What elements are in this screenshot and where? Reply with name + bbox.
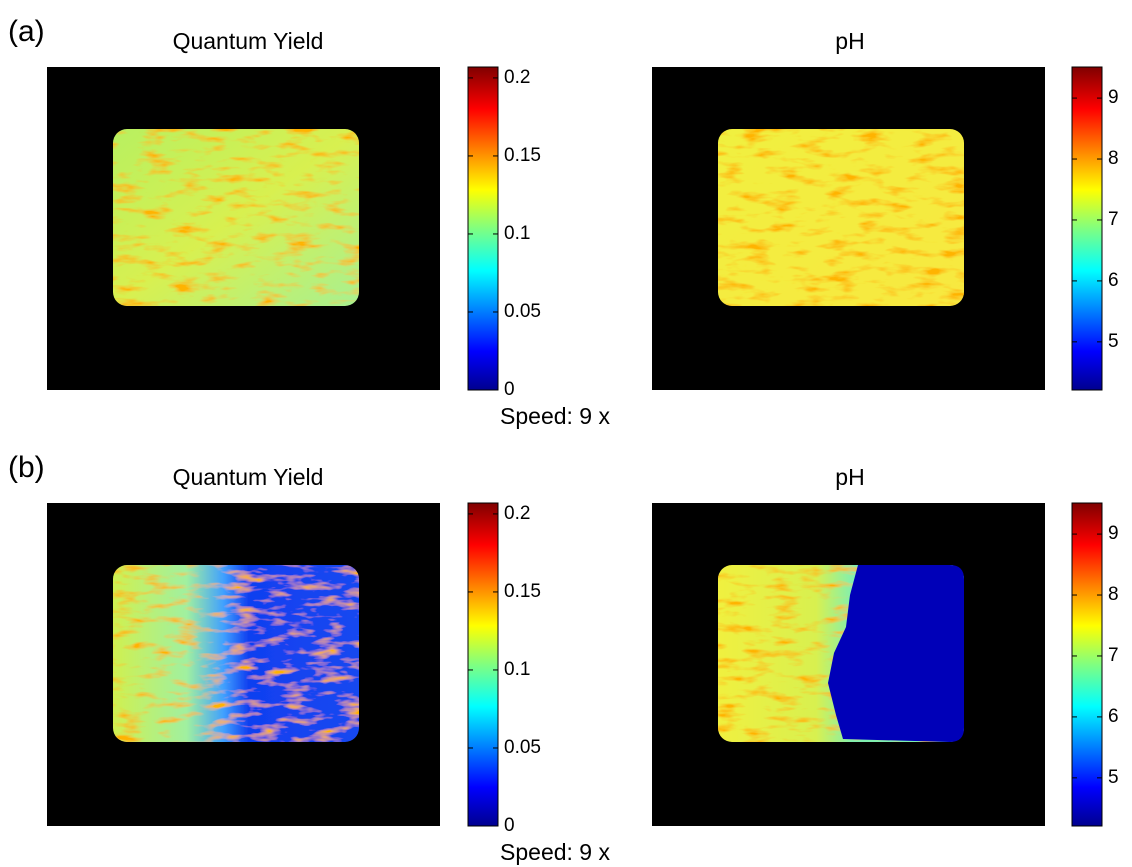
colorbar — [467, 502, 499, 827]
colorbar-tick-label: 7 — [1108, 209, 1119, 230]
heatmap — [718, 66, 1103, 391]
plot-title: pH — [835, 28, 864, 54]
colorbar-tick-label: 0 — [504, 379, 515, 400]
colorbar-tick-label: 9 — [1108, 523, 1119, 544]
colorbar-tick-label: 8 — [1108, 584, 1119, 605]
sample-map — [113, 129, 359, 306]
caption: Speed: 9 x — [500, 839, 610, 865]
caption: Speed: 9 x — [500, 403, 610, 429]
colorbar-tick-label: 0.1 — [504, 223, 530, 244]
colorbar-tick-label: 0.1 — [504, 659, 530, 680]
heatmap — [113, 502, 499, 827]
colorbar-tick-label: 6 — [1108, 706, 1119, 727]
colorbar-tick-label: 5 — [1108, 331, 1119, 352]
colorbar — [1071, 502, 1103, 827]
colorbar-tick-label: 7 — [1108, 645, 1119, 666]
heatmap — [718, 502, 1103, 827]
colorbar-tick-label: 6 — [1108, 270, 1119, 291]
sample-map — [113, 565, 359, 742]
plot-title: pH — [835, 464, 864, 490]
plot-title: Quantum Yield — [173, 28, 324, 54]
heatmap — [113, 66, 499, 391]
colorbar-tick-label: 0.15 — [504, 581, 541, 602]
colorbar-tick-label: 9 — [1108, 87, 1119, 108]
colorbar-tick-label: 5 — [1108, 767, 1119, 788]
panel-label: (a) — [8, 15, 45, 48]
colorbar — [467, 66, 499, 391]
plot-title: Quantum Yield — [173, 464, 324, 490]
low-ph-region — [828, 565, 964, 742]
sample-map — [718, 129, 964, 306]
colorbar-tick-label: 0.05 — [504, 737, 541, 758]
colorbar-tick-label: 0.2 — [504, 67, 530, 88]
panel-label: (b) — [8, 451, 45, 484]
colorbar-tick-label: 8 — [1108, 148, 1119, 169]
colorbar-tick-label: 0.15 — [504, 145, 541, 166]
colorbar-tick-label: 0.2 — [504, 503, 530, 524]
colorbar — [1071, 66, 1103, 391]
colorbar-tick-label: 0 — [504, 815, 515, 836]
colorbar-tick-label: 0.05 — [504, 301, 541, 322]
